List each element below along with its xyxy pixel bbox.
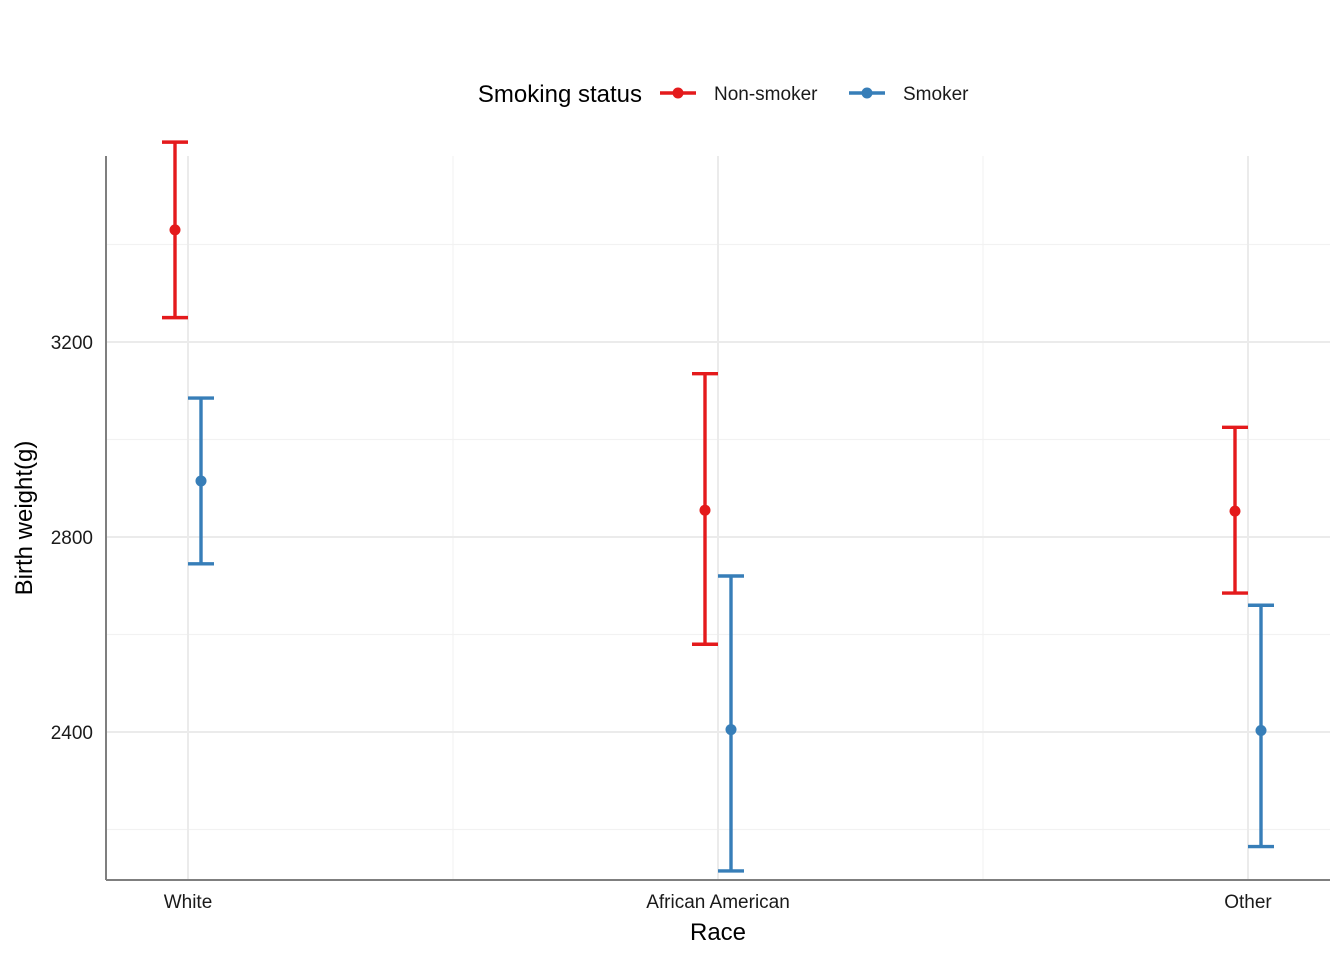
- tick-labels: 2400 2800 3200 White African American Other: [51, 333, 1273, 913]
- mean-point: [725, 724, 737, 736]
- mean-point: [169, 224, 181, 236]
- mean-point: [1255, 725, 1267, 737]
- legend-items: Non-smoker Smoker: [660, 84, 969, 105]
- y-tick-label: 2800: [51, 528, 93, 549]
- y-tick-label: 2400: [51, 723, 93, 744]
- mean-point: [699, 504, 711, 516]
- mean-point: [1229, 505, 1241, 517]
- legend-label: Smoker: [903, 84, 969, 105]
- data-series: [162, 140, 1274, 873]
- series-smoker: [188, 396, 1274, 873]
- x-tick-label: Other: [1224, 892, 1272, 913]
- series-non-smoker: [162, 140, 1248, 646]
- legend-title: Smoking status: [478, 81, 642, 108]
- legend-label: Non-smoker: [714, 84, 818, 105]
- legend: Smoking status Non-smoker Smoker: [478, 81, 969, 108]
- legend-key-point: [672, 87, 684, 99]
- y-axis-title: Birth weight(g): [11, 441, 38, 596]
- axes: [105, 156, 1330, 881]
- legend-key-point: [861, 87, 873, 99]
- legend-item-smoker: Smoker: [849, 84, 969, 105]
- x-tick-label: White: [164, 892, 213, 913]
- y-tick-label: 3200: [51, 333, 93, 354]
- legend-item-non-smoker: Non-smoker: [660, 84, 818, 105]
- mean-point: [195, 475, 207, 487]
- x-axis-title: Race: [690, 919, 746, 946]
- x-tick-label: African American: [646, 892, 790, 913]
- grid-lines: [106, 156, 1330, 880]
